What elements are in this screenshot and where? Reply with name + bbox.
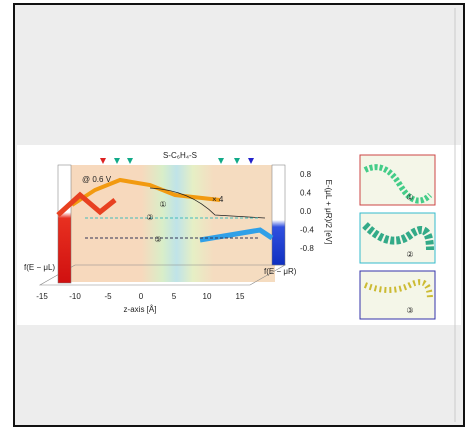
energy-tick-label: -0.4 (300, 226, 314, 235)
energy-tick-label: 0.8 (300, 170, 312, 179)
panel-label: ① (159, 200, 166, 209)
z-tick-label: -5 (104, 292, 112, 301)
inset-3 (360, 271, 435, 319)
left-lead-bar (58, 165, 71, 283)
scale-note: × 4 (212, 195, 224, 204)
figure-title: S-C₆H₄-S (163, 151, 197, 160)
panel-label: ③ (154, 235, 161, 244)
panel-label: ② (146, 213, 153, 222)
energy-tick-label: 0.4 (300, 189, 312, 198)
inset-label: ① (406, 193, 413, 202)
energy-tick-label: 0.0 (300, 207, 312, 216)
right-lead-bar (272, 165, 285, 265)
occupation-right: f(E − μR) (264, 267, 297, 276)
screenshot: S-C₆H₄-S @ 0.6 V × 4 ① ② ③ f(E − μL) f(E… (0, 0, 475, 430)
bias-label: @ 0.6 V (82, 175, 112, 184)
z-tick-label: -10 (69, 292, 81, 301)
inset-label: ③ (406, 306, 413, 315)
z-tick-label: -15 (36, 292, 48, 301)
z-tick-label: 5 (172, 292, 177, 301)
z-axis-label: z-axis [Å] (124, 305, 157, 314)
z-tick-label: 0 (139, 292, 144, 301)
z-tick-label: 15 (236, 292, 245, 301)
z-tick-label: 10 (203, 292, 212, 301)
energy-axis-label: E-(μL + μR)/2 [eV] (324, 180, 333, 245)
energy-tick-label: -0.8 (300, 244, 314, 253)
occupation-left: f(E − μL) (24, 263, 55, 272)
inset-label: ② (406, 250, 413, 259)
